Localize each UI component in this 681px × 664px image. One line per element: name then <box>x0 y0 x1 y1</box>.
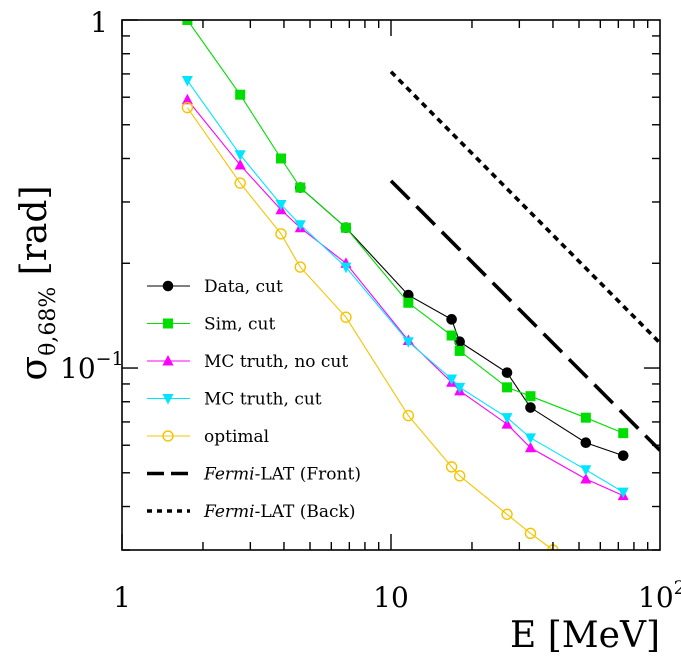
legend-label: Fermi-LAT (Back) <box>203 502 355 522</box>
data-point-sim-cut <box>182 20 193 25</box>
data-point-sim-cut <box>295 182 306 193</box>
data-point-optimal <box>501 508 513 520</box>
data-point-mc-truth-cut <box>402 337 414 348</box>
data-point-data-cut <box>617 450 629 461</box>
data-point-optimal <box>234 177 246 189</box>
x-axis-title: E [MeV] <box>510 615 660 656</box>
data-point-mc-truth-cut <box>340 262 352 274</box>
legend-swatch-marker <box>162 355 174 366</box>
data-point-data-cut <box>580 437 592 449</box>
data-point-sim-cut <box>525 391 536 402</box>
legend-entry-data-cut: Data, cut <box>147 277 283 297</box>
legend-swatch-marker <box>162 280 174 292</box>
series-line-mc-truth-no-cut <box>186 99 624 497</box>
legend-swatch-marker <box>163 318 173 329</box>
data-point-sim-cut <box>275 153 286 164</box>
y-axis-title: σθ,68% [rad] <box>14 186 61 381</box>
data-point-mc-truth-cut <box>446 374 458 385</box>
data-point-mc-truth-cut <box>501 413 513 424</box>
data-point-optimal <box>340 311 352 323</box>
data-point-mc-truth-cut <box>617 487 629 499</box>
data-point-mc-truth-cut <box>275 200 287 211</box>
x-tick-label: 10 <box>373 581 409 614</box>
data-point-mc-truth-cut <box>181 76 193 87</box>
series-mc-truth-cut <box>181 76 629 499</box>
data-point-mc-truth-no-cut <box>524 441 536 453</box>
series-fermi-lat-front <box>389 179 660 452</box>
legend-label: Data, cut <box>204 277 283 297</box>
y-axis-title-subscript: θ,68% <box>36 287 61 356</box>
legend-entry-mc-truth-no-cut: MC truth, no cut <box>147 352 348 372</box>
data-point-sim-cut <box>580 412 591 423</box>
legend-entry-sim-cut: Sim, cut <box>147 315 275 335</box>
legend-label: MC truth, cut <box>204 390 322 410</box>
data-point-sim-cut <box>340 222 351 233</box>
x-tick-label: 102 <box>638 577 681 614</box>
data-point-mc-truth-cut <box>234 150 246 161</box>
series-optimal <box>181 101 559 550</box>
legend-entry-fermi-lat-back: Fermi-LAT (Back) <box>147 502 355 522</box>
legend-entry-optimal: optimal <box>147 427 269 447</box>
data-point-data-cut <box>525 402 536 413</box>
data-point-data-cut <box>446 314 457 325</box>
legend-label: MC truth, no cut <box>204 352 348 372</box>
series-line-mc-truth-cut <box>186 80 624 493</box>
data-point-optimal <box>524 527 537 540</box>
y-tick-label: 10−1 <box>60 348 124 385</box>
series-line-fermi-lat-back <box>389 70 660 345</box>
data-point-sim-cut <box>502 382 513 393</box>
data-point-data-cut <box>501 367 513 378</box>
data-point-mc-truth-cut <box>524 433 536 444</box>
data-point-optimal <box>402 409 415 422</box>
legend-swatch-marker <box>162 394 174 405</box>
data-point-optimal <box>445 461 458 473</box>
series-line-sim-cut <box>186 20 624 434</box>
data-point-optimal <box>275 228 287 240</box>
data-point-sim-cut <box>235 89 246 100</box>
data-point-mc-truth-no-cut <box>181 93 193 105</box>
data-point-sim-cut <box>454 345 465 356</box>
legend-label: Fermi-LAT (Front) <box>203 465 361 485</box>
legend-swatch-marker <box>162 430 174 442</box>
y-axis-title-symbol: σ <box>14 356 55 381</box>
data-point-mc-truth-no-cut <box>580 472 592 484</box>
data-point-optimal <box>453 470 466 482</box>
data-point-mc-truth-cut <box>294 220 306 231</box>
legend-label: optimal <box>204 427 269 447</box>
series-layer <box>181 20 660 550</box>
data-point-sim-cut <box>446 330 457 341</box>
data-point-sim-cut <box>618 428 629 439</box>
data-point-optimal <box>294 261 306 273</box>
data-point-optimal <box>181 101 194 114</box>
legend-entry-mc-truth-cut: MC truth, cut <box>147 390 322 410</box>
data-point-mc-truth-no-cut <box>234 159 246 170</box>
series-line-optimal <box>186 107 554 550</box>
series-fermi-lat-back <box>389 70 660 345</box>
series-line-fermi-lat-front <box>389 179 660 452</box>
data-point-mc-truth-cut <box>454 382 466 394</box>
y-tick-label: 1 <box>90 6 108 39</box>
axis-ticks: 1 10 102 1 10−1 <box>60 6 681 614</box>
legend-entry-fermi-lat-front: Fermi-LAT (Front) <box>147 465 361 485</box>
legend-label: Sim, cut <box>204 315 275 335</box>
data-point-mc-truth-cut <box>580 465 592 476</box>
series-sim-cut <box>182 20 629 439</box>
data-point-sim-cut <box>403 297 414 308</box>
y-axis-title-unit: [rad] <box>14 186 55 287</box>
x-tick-label: 1 <box>113 581 131 614</box>
legend: Data, cut Sim, cut MC truth, no cut MC trut… <box>147 277 361 522</box>
